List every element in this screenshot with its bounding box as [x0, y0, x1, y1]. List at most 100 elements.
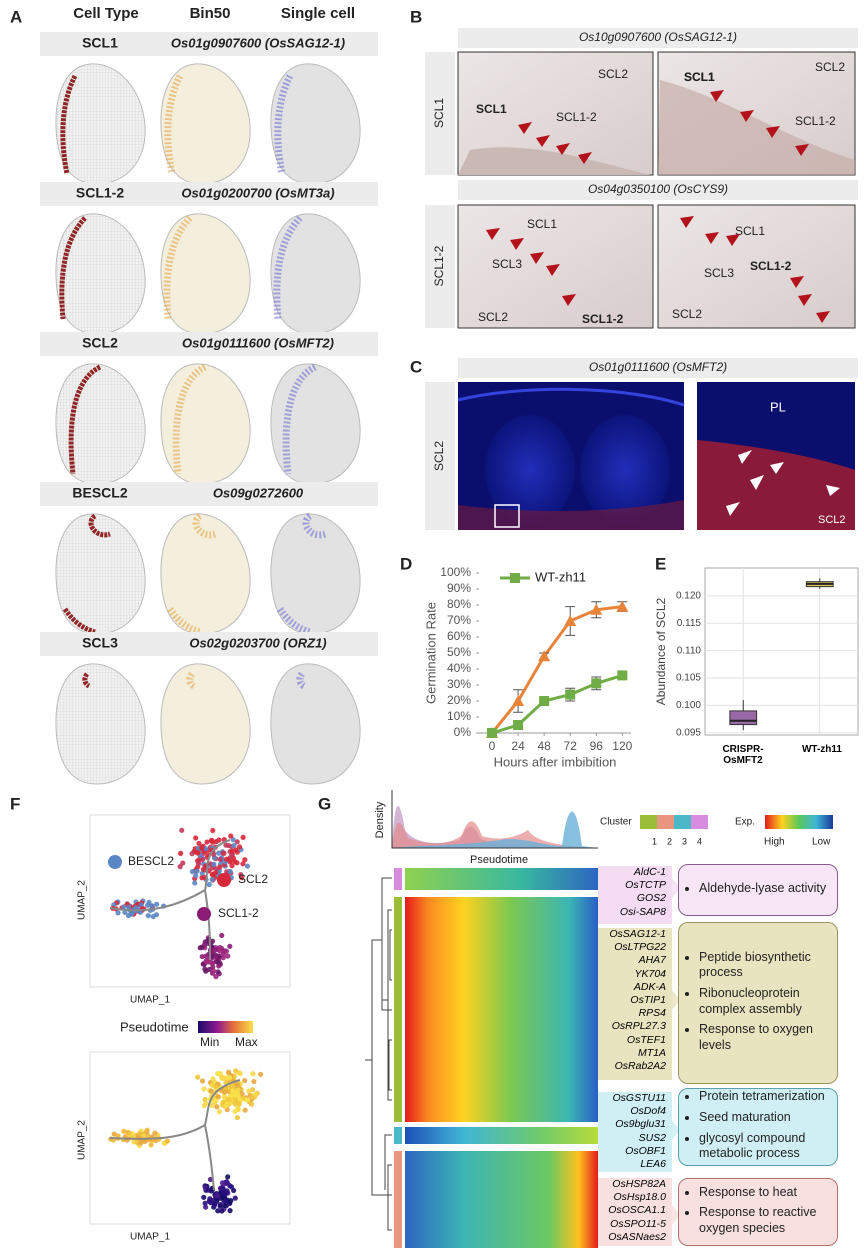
plot-frame [89, 1051, 291, 1225]
spatial-map [270, 363, 361, 485]
y-tick-label: 20% [447, 693, 471, 707]
umap-point [251, 1078, 257, 1085]
legend-swatch [691, 815, 708, 829]
gene: YK704 [634, 967, 666, 980]
umap-point [221, 850, 227, 856]
panel-label: B [410, 7, 422, 26]
umap-point [216, 837, 222, 843]
image-label: SCL1 [684, 70, 715, 84]
legend-label: Min [200, 1035, 219, 1049]
zoom-box [494, 504, 520, 528]
panel-label: E [655, 554, 666, 573]
title-bar [458, 180, 858, 200]
arrowheads [726, 450, 840, 516]
umap-point [249, 1101, 255, 1107]
tissue-outline [55, 213, 146, 335]
umap-point [226, 1069, 232, 1075]
gene-title: Os01g0111600 (OsMFT2) [589, 360, 727, 374]
gene: OsSAG12-1 [609, 928, 666, 940]
expression-region [59, 216, 87, 320]
tissue-outline [160, 63, 251, 185]
data-point [512, 695, 525, 706]
umap-point [227, 868, 233, 875]
cell-type: SCL2 [82, 335, 118, 351]
x-axis-label: Pseudotime [470, 854, 528, 866]
umap-point [203, 1204, 209, 1210]
gene: OsSPO11-5 [610, 1217, 666, 1230]
gene-title: Os04g0350100 (OsCYS9) [588, 182, 728, 196]
term-box: Response to heat Response to reactive oxy… [678, 1178, 838, 1246]
y-tick-label: 60% [447, 629, 471, 643]
y-tick-label: 0% [454, 725, 472, 739]
umap-point [196, 840, 202, 847]
tissue-outline [160, 663, 251, 785]
plot-frame [89, 814, 291, 988]
image-label: SCL1-2 [582, 312, 624, 326]
x-tick-label: 24 [511, 739, 525, 753]
tissue-band [658, 80, 855, 175]
gene: OsRab2A2 [614, 1060, 666, 1073]
tissue-outline [55, 63, 146, 185]
spatial-map [55, 513, 146, 635]
spatial-map [160, 363, 251, 485]
umap-point [141, 1133, 147, 1139]
data-point [617, 670, 628, 681]
x-axis-label: Hours after imbibition [494, 754, 617, 769]
data-point [487, 728, 498, 738]
x-tick-label: 120 [612, 739, 632, 753]
umap-point [244, 863, 251, 869]
y-tick-label: 0.105 [676, 673, 701, 684]
tissue-outline [270, 63, 361, 185]
umap-plots [89, 814, 291, 1225]
x-tick-label: 48 [537, 739, 551, 753]
tissue-band [458, 147, 650, 175]
umap-point [222, 1202, 228, 1209]
umap-point [231, 842, 237, 849]
title-bar [40, 182, 378, 206]
umap-point [227, 1208, 233, 1214]
legend-label: 1 [652, 836, 657, 846]
term: glycosyl compound metabolic process [699, 1131, 829, 1162]
gene: MT1A [637, 1046, 666, 1059]
umap-point [221, 1089, 227, 1095]
umap-point [233, 1068, 239, 1074]
umap-point [126, 904, 132, 910]
umap-point [225, 953, 231, 959]
trajectory [109, 1079, 241, 1191]
umap-point [206, 966, 212, 973]
spatial-map [55, 63, 146, 185]
umap-point [199, 857, 206, 863]
umap-point [210, 968, 217, 974]
umap-point [215, 969, 221, 975]
umap-point [201, 1086, 207, 1092]
umap-point [199, 1078, 206, 1084]
spatial-map [270, 63, 361, 185]
umap-point [210, 839, 216, 845]
gene-title: Os09g0272600 [213, 485, 304, 500]
image-label: SCL1-2 [556, 110, 597, 124]
umap-point [115, 910, 121, 916]
data-point [538, 650, 551, 662]
umap-point [209, 876, 215, 883]
umap-point [201, 1194, 207, 1200]
gene-list: OsHSP82A OsHsp18.0 OsOSCA1.1 OsSPO11-5 OsASN… [598, 1178, 672, 1246]
y-axis-label: UMAP_2 [77, 880, 88, 920]
umap-point [217, 1071, 223, 1077]
umap-point [213, 974, 219, 980]
term: Ribonucleoprotein complex assembly [699, 986, 829, 1017]
gene: OsRPL27.3 [611, 1020, 666, 1033]
legend-label: Low [812, 837, 831, 848]
gene: OsLTPG22 [614, 941, 666, 954]
legend-swatch [674, 815, 691, 829]
spatial-map [270, 513, 361, 636]
umap-point [217, 1203, 223, 1209]
y-tick-label: 50% [447, 645, 471, 659]
spatial-rows: SCL1 Os01g0907600 (OsSAG12-1) SCL1-2 Os01g0… [40, 32, 378, 785]
umap-point [212, 870, 219, 876]
x-axis-label: UMAP_1 [130, 1232, 170, 1243]
box-chart: E 0.095 0.100 0.105 0.110 0.115 0.120 Abundance… [654, 554, 859, 738]
heatmap-block [405, 868, 598, 890]
side-bar [425, 382, 455, 530]
data-point [565, 689, 576, 700]
umap-point [227, 1183, 233, 1189]
